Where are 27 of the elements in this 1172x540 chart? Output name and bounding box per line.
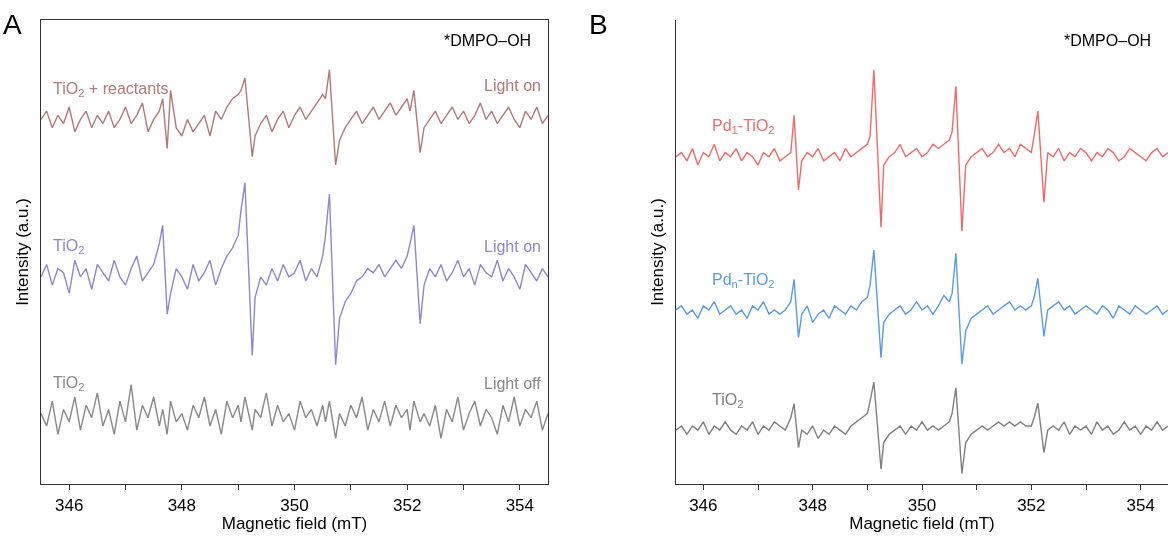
x-tick-label: 348 [167, 495, 197, 515]
series-label: TiO$_{2}$ [712, 391, 744, 411]
annotation: Light off [484, 375, 542, 392]
chart-title: B [588, 9, 608, 41]
x-tick-label: 352 [1017, 495, 1046, 515]
x-tick-label: 348 [798, 495, 827, 515]
series-label: Pd$_{1}$-TiO$_{2}$ [712, 117, 775, 137]
x-tick-label: 346 [54, 495, 84, 515]
x-axis-title: Magnetic field (mT) [849, 514, 995, 534]
series-label: TiO$_{2}$ + reactants [53, 80, 169, 100]
series-label: TiO$_{2}$ [53, 237, 85, 257]
series-label: Pd$_{n}$-TiO$_{2}$ [712, 271, 775, 291]
x-axis-title: Magnetic field (mT) [221, 514, 368, 534]
chart-title: A [2, 9, 22, 41]
x-tick-label: 352 [392, 495, 422, 515]
y-axis-title: Intensity (a.u.) [13, 198, 33, 306]
y-axis-title: Intensity (a.u.) [648, 198, 668, 306]
series-label: TiO$_{2}$ [53, 374, 85, 394]
x-tick-label: 346 [689, 495, 718, 515]
text: *DMPO–OH [444, 32, 532, 49]
x-tick-label: 354 [1126, 495, 1155, 515]
annotation: Light on [484, 238, 541, 255]
x-tick-label: 350 [280, 495, 309, 515]
annotation: Light on [484, 77, 541, 94]
x-tick-label: 354 [505, 495, 535, 515]
text: *DMPO–OH [1064, 32, 1152, 49]
x-tick-label: 350 [907, 495, 937, 515]
